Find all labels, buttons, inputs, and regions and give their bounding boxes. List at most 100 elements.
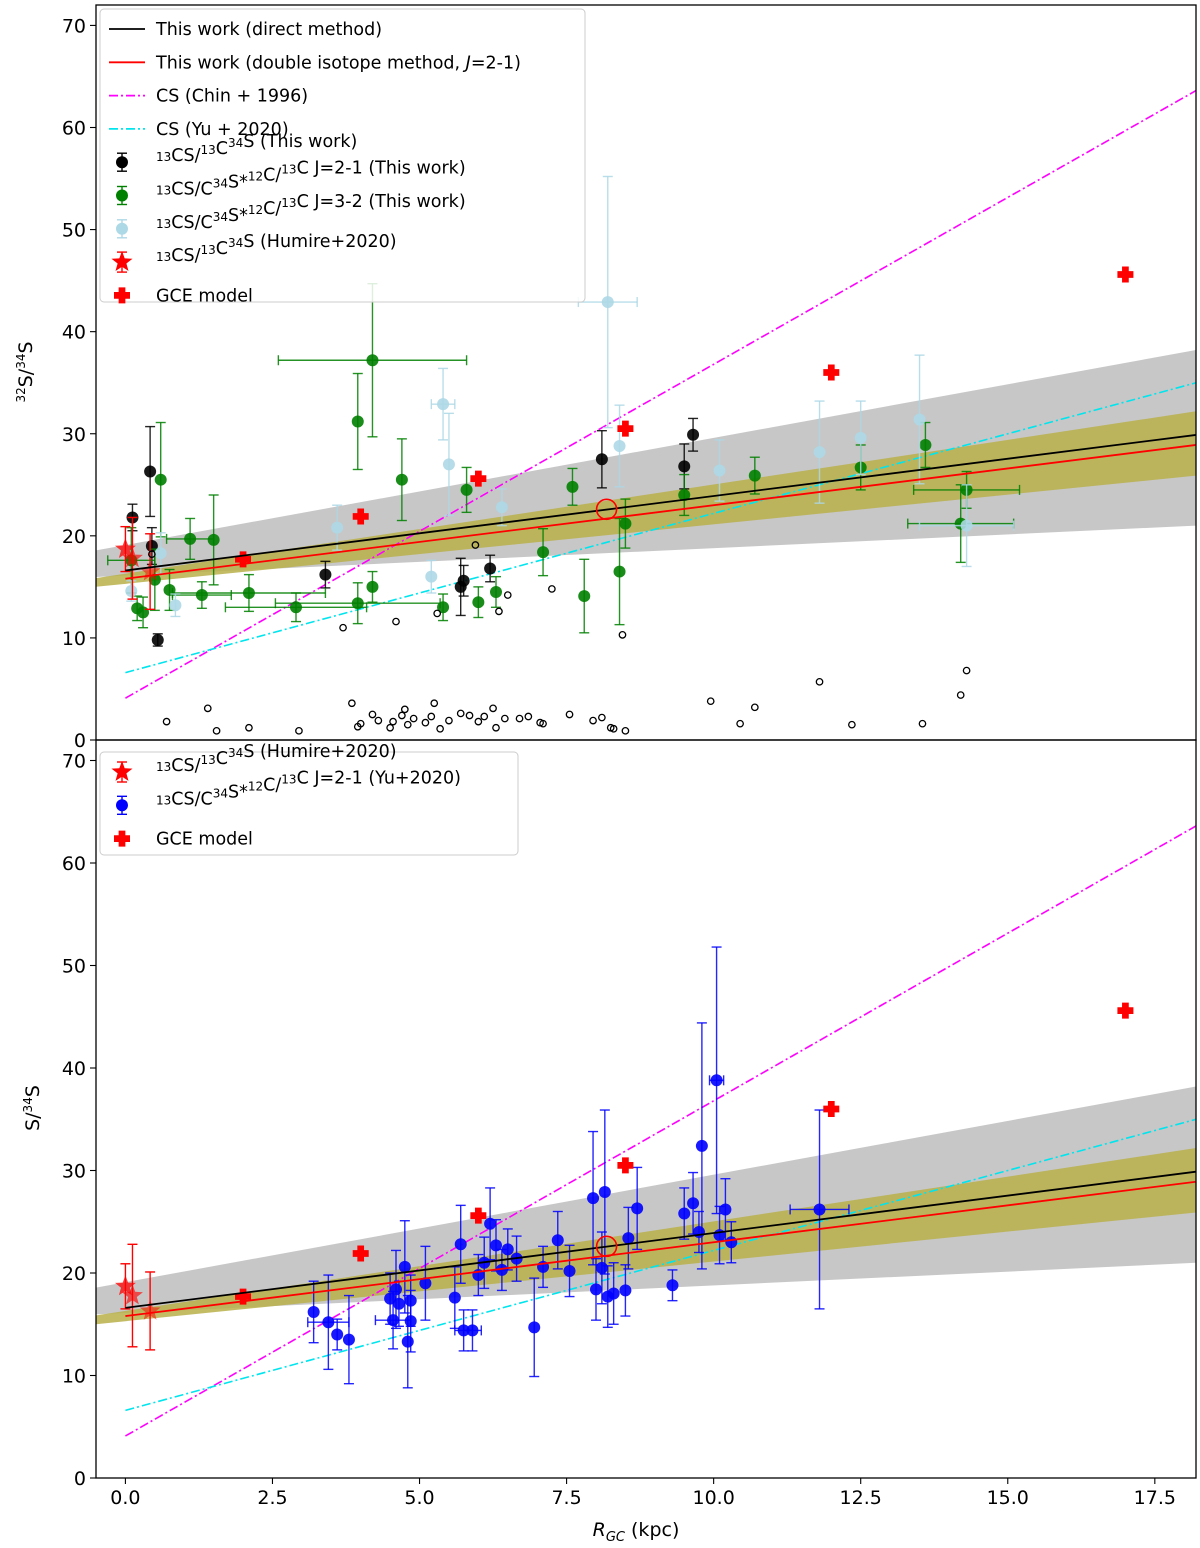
open-circle-marker [609, 724, 618, 733]
gce-model-marker [470, 1207, 487, 1224]
data-point [725, 1236, 738, 1249]
top-y-axis-label: 32S/34S [14, 341, 37, 402]
data-point [290, 601, 302, 614]
open-circle-marker [471, 541, 480, 549]
gce-model-marker [617, 420, 634, 437]
data-point [484, 1217, 497, 1230]
direct-method-fit-line [125, 1170, 1196, 1309]
data-point [454, 1238, 467, 1251]
y-tick-label: 10 [62, 628, 86, 650]
legend-entry: GCE model [114, 830, 253, 850]
chin-1996-line [125, 825, 1196, 1437]
data-point [666, 1279, 679, 1292]
open-circle-marker [162, 717, 171, 726]
y-tick-label: 50 [62, 220, 86, 242]
data-point [342, 1333, 355, 1346]
legend-label: GCE model [156, 286, 253, 306]
y-tick-label: 70 [62, 751, 86, 773]
legend-label: 13CS/C34S*12C/13C J=3-2 (This work) [156, 192, 466, 233]
legend-label: 13CS/C34S*12C/13C J=2-1 (Yu+2020) [156, 768, 461, 809]
open-circle-marker [524, 712, 533, 721]
data-point [466, 1324, 479, 1337]
open-circle-marker [445, 716, 453, 725]
open-circle-marker [421, 718, 430, 727]
legend-label: CS (Chin + 1996) [156, 87, 308, 107]
data-point [619, 1284, 632, 1297]
legend-entry: This work (direct method) [109, 20, 382, 40]
data-point [448, 1291, 461, 1304]
open-circle-marker [474, 717, 483, 726]
open-circle-marker [598, 713, 606, 722]
bottom-axes-frame [95, 739, 1197, 1479]
open-circle-marker [618, 631, 627, 639]
open-circle-marker [956, 691, 965, 699]
data-point [748, 469, 761, 482]
open-circle-marker [962, 666, 971, 675]
legend-entry: 13CS/C34S*12C/13C J=2-1 (This work) [116, 159, 466, 206]
x-tick-label: 7.5 [551, 1487, 581, 1509]
legend-entry: CS (Yu + 2020) [109, 120, 289, 140]
data-point [154, 473, 167, 486]
data-point [331, 1328, 344, 1341]
open-circle-marker [515, 714, 524, 723]
data-point [322, 1316, 335, 1329]
series-open-circles [148, 541, 971, 735]
open-circle-marker [203, 704, 212, 713]
data-point [578, 590, 591, 603]
data-point [404, 1294, 417, 1307]
open-circle-marker [565, 710, 574, 719]
data-point [366, 354, 379, 367]
x-tick-label: 2.5 [257, 1487, 287, 1509]
data-point [587, 1192, 600, 1205]
y-tick-label: 40 [62, 1058, 86, 1080]
open-circle-marker [374, 716, 383, 725]
open-circle-marker [918, 719, 927, 728]
data-point [392, 1297, 405, 1310]
data-point [351, 415, 364, 428]
gce-model-marker [1117, 266, 1134, 283]
legend-entry: 13CS/C34S*12C/13C J=2-1 (Yu+2020) [116, 768, 461, 815]
star-marker [115, 1275, 136, 1296]
data-point [401, 1335, 414, 1348]
open-circle-marker [409, 714, 418, 723]
double-isotope-fit-line [125, 1180, 1196, 1317]
y-tick-label: 0 [74, 1468, 86, 1490]
star-marker [122, 547, 143, 568]
legend-entry: 13CS/13C34S (Humire+2020) [111, 742, 397, 783]
open-circle-marker [621, 726, 630, 735]
x-tick-label: 12.5 [840, 1487, 882, 1509]
data-point [813, 446, 826, 459]
data-point [631, 1202, 644, 1215]
top-panel: 0 10 20 30 40 50 60 70 32S/34S This work (direc… [14, 4, 1197, 752]
y-tick-label: 70 [62, 15, 86, 37]
data-point [919, 438, 932, 451]
star-marker [139, 560, 161, 581]
open-circle-marker [427, 712, 436, 721]
data-point [437, 601, 450, 614]
bottom-panel: 0 10 20 30 40 50 60 70 0.0 2.5 5.0 7.5 10.0 12.5 15.0 1… [21, 739, 1197, 1545]
legend-star-swatch [111, 761, 133, 781]
open-circle-marker [212, 726, 221, 735]
data-point [184, 532, 197, 545]
gce-model-marker [823, 1101, 840, 1117]
open-circle-marker [356, 719, 365, 728]
double-isotope-confidence-band [96, 1148, 1196, 1325]
gce-model-marker [235, 1288, 252, 1305]
y-tick-label: 60 [62, 118, 86, 140]
sun-position-marker [595, 1235, 618, 1258]
data-point [537, 546, 550, 559]
data-point [395, 473, 408, 486]
open-circle-marker [295, 726, 303, 735]
data-point [472, 596, 485, 609]
legend-label: 13CS/13C34S (Humire+2020) [156, 232, 397, 266]
open-circle-marker [539, 719, 547, 728]
legend-entry: GCE model [114, 286, 253, 306]
x-axis-label: RGC (kpc) [593, 1519, 680, 1545]
data-point [854, 431, 867, 444]
gce-model-marker [617, 1157, 634, 1174]
sun-position-marker [595, 498, 618, 521]
data-point [425, 570, 438, 583]
data-point [713, 464, 726, 477]
x-tick-label: 0.0 [110, 1487, 140, 1509]
legend-point-swatch [116, 156, 128, 169]
